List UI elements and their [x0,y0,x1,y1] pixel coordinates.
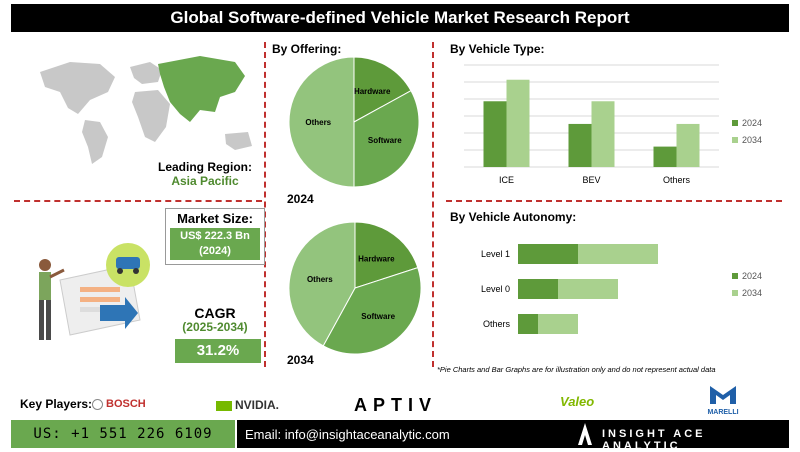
vehicle-type-chart-title: By Vehicle Type: [450,42,545,56]
legend-label: 2024 [742,118,762,128]
divider [446,200,782,202]
legend-swatch [732,273,738,279]
nvidia-logo: NVIDIA. [216,398,279,412]
page-title: Global Software-defined Vehicle Market R… [11,4,789,32]
autonomy-chart-title: By Vehicle Autonomy: [450,210,577,224]
brand-name: INSIGHT ACE ANALYTIC [602,428,706,452]
email-text: Email: info@insightaceanalytic.com [245,427,450,442]
brand-mark-icon [578,423,592,445]
pie-slice-label: Software [361,312,395,321]
bosch-ring-icon [92,398,103,410]
aptiv-logo: APTIV [354,395,438,415]
leading-region-label: Leading Region: [158,160,252,174]
market-size-label: Market Size: [177,211,253,226]
x-tick-label: BEV [582,175,600,185]
autonomy-bar-chart: Level 1 Level 0 Others 2024 2034 [481,244,762,334]
cagr-value: 31.2% [175,339,261,363]
cagr-label: CAGR [194,305,236,321]
analyst-illustration-icon [39,243,150,340]
bosch-logo-text: BOSCH [106,398,146,410]
footer-bar: Email: info@insightaceanalytic.com INSIG… [237,420,789,452]
y-tick-label: Others [483,319,511,329]
bar-2034 [558,279,618,299]
market-size-value: US$ 222.3 Bn (2024) [170,228,260,260]
x-tick-label: ICE [499,175,514,185]
phone-number: US: +1 551 226 6109 [11,420,235,448]
nvidia-eye-icon [216,400,232,411]
bar-2024 [518,314,538,334]
pie-year-label: 2034 [287,353,314,367]
pie-slice-hardware [354,221,419,289]
bar-2034 [538,314,578,334]
legend-label: 2024 [742,271,762,281]
bar-2034 [578,244,658,264]
valeo-logo: Valeo [560,394,595,409]
pie-slice-others [288,56,355,188]
bar-2024 [518,244,578,264]
bar-2024 [568,123,592,167]
pie-slice-label: Others [307,275,333,284]
bar-2024 [483,101,507,167]
offering-pie-2024: Hardware Software Others [288,56,420,188]
market-size-year: (2024) [199,245,231,257]
nvidia-logo-text: NVIDIA. [235,398,280,412]
pie-slice-software [322,266,422,355]
legend-swatch [732,120,738,126]
bar-2034 [591,101,615,167]
disclaimer-note: *Pie Charts and Bar Graphs are for illus… [437,365,716,374]
y-tick-label: Level 1 [481,249,510,259]
x-tick-label: Others [663,175,691,185]
divider [264,42,266,367]
world-map-icon [40,56,252,164]
pie-slice-hardware [353,56,412,123]
bar-2024 [653,146,677,167]
pie-slice-label: Hardware [354,87,391,96]
bar-2034 [506,79,530,167]
bosch-logo: BOSCH [92,398,146,410]
vehicle-type-bar-chart: ICE BEV Others 2024 2034 [464,64,762,185]
bar-2024 [518,279,558,299]
legend-swatch [732,290,738,296]
offering-chart-title: By Offering: [272,42,342,56]
legend-swatch [732,137,738,143]
cagr-period: (2025-2034) [182,320,248,334]
bar-2034 [676,123,700,167]
pie-slice-software [353,90,420,188]
market-size-amount: US$ 222.3 Bn [180,230,250,242]
pie-slice-label: Others [305,118,331,127]
pie-year-label: 2024 [287,192,314,206]
legend-label: 2034 [742,135,762,145]
key-players-label: Key Players: [20,397,93,411]
leading-region-value: Asia Pacific [171,174,239,188]
market-size-box [165,208,265,265]
pie-slice-label: Hardware [358,255,395,264]
offering-pie-2034: Hardware Software Others [288,221,422,355]
pie-slice-others [288,221,356,347]
divider [14,200,262,202]
pie-slice-label: Software [368,136,402,145]
marelli-logo: MARELLI [704,386,742,416]
marelli-logo-text: MARELLI [707,409,739,416]
legend-label: 2034 [742,288,762,298]
marelli-mark-icon [710,386,736,404]
y-tick-label: Level 0 [481,284,510,294]
divider [432,42,434,367]
